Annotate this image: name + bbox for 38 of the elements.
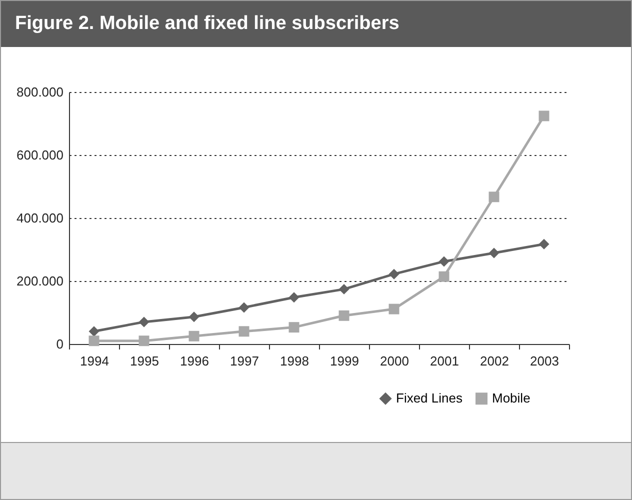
x-tick-label: 1995: [130, 354, 159, 368]
point: [288, 322, 300, 333]
legend-label: Fixed Lines: [396, 390, 463, 406]
point: [538, 238, 550, 250]
point: [338, 284, 350, 294]
point: [388, 304, 400, 314]
x-tick-label: 1999: [330, 354, 359, 368]
y-tick-label: 600.000: [16, 148, 64, 162]
point: [488, 192, 500, 202]
point: [288, 292, 300, 303]
chart-title: Figure 2. Mobile and fixed line subscribers: [1, 1, 631, 47]
point: [538, 110, 550, 122]
point: [188, 312, 200, 322]
point: [438, 256, 450, 267]
point: [138, 316, 150, 328]
point: [488, 248, 500, 258]
x-tick-label: 2003: [530, 354, 559, 368]
y-tick-label: 0: [56, 336, 64, 352]
y-tick-label: 200.000: [16, 274, 64, 288]
x-tick-label: 1997: [230, 354, 259, 368]
x-tick-label: 2001: [430, 354, 459, 368]
point: [438, 271, 450, 282]
x-tick-label: 2000: [380, 354, 409, 368]
point: [88, 326, 100, 337]
point: [138, 336, 150, 346]
point: [388, 268, 400, 280]
point: [238, 302, 250, 313]
y-tick-label: 800.000: [16, 84, 64, 100]
point: [238, 326, 250, 337]
legend-label: Mobile: [492, 390, 530, 406]
point: [88, 336, 100, 346]
x-tick-label: 2002: [480, 354, 509, 368]
point: [338, 310, 350, 321]
x-tick-label: 1996: [180, 354, 209, 368]
x-tick-label: 1994: [80, 354, 109, 368]
point: [188, 330, 200, 342]
x-tick-label: 1998: [280, 354, 309, 368]
y-tick-label: 400.000: [16, 210, 64, 226]
